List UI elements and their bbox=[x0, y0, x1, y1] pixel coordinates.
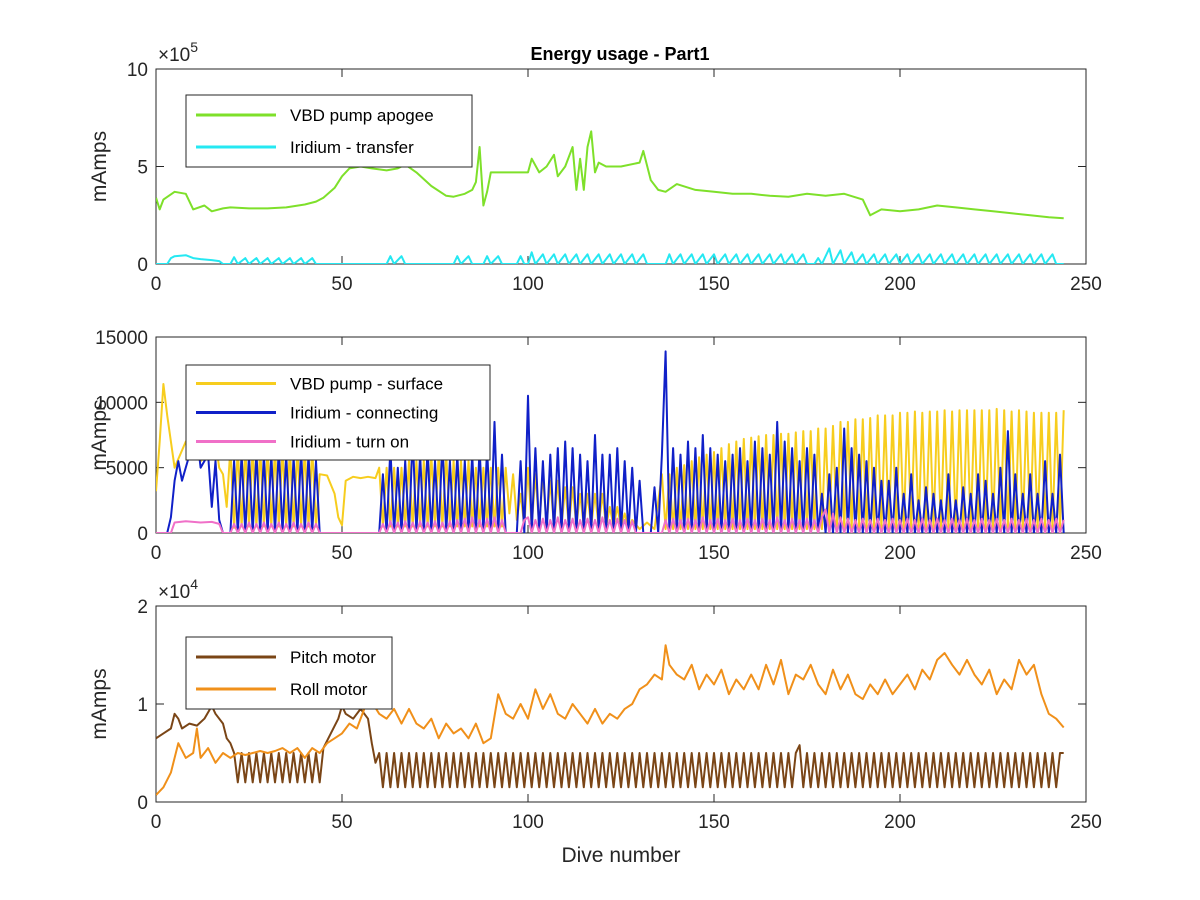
x-tick-label: 100 bbox=[512, 543, 544, 564]
x-tick-label: 0 bbox=[151, 274, 162, 295]
legend-box bbox=[185, 94, 473, 168]
series-layer bbox=[156, 644, 1065, 796]
legend-box bbox=[185, 636, 393, 710]
y-axis-label: mAmps bbox=[88, 131, 111, 202]
series-line-3 bbox=[156, 508, 1065, 533]
legend: VBD pump - surface Iridium - connecting Ir… bbox=[185, 364, 491, 461]
y-exponent-power: 5 bbox=[190, 39, 198, 55]
legend-entry: VBD pump apogee bbox=[290, 106, 434, 125]
y-exponent-base: ×10 bbox=[158, 582, 190, 603]
y-tick-label: 5 bbox=[137, 158, 148, 179]
x-tick-label: 0 bbox=[151, 812, 162, 833]
y-tick-label: 5000 bbox=[106, 459, 148, 480]
series-layer bbox=[156, 350, 1065, 533]
x-tick-label: 250 bbox=[1070, 543, 1102, 564]
y-tick-label: 0 bbox=[137, 524, 148, 545]
series-layer bbox=[156, 130, 1064, 264]
y-tick-label: 10 bbox=[127, 60, 148, 81]
x-tick-label: 50 bbox=[331, 274, 352, 295]
x-tick-label: 50 bbox=[331, 543, 352, 564]
legend-entry: Iridium - transfer bbox=[290, 138, 414, 157]
y-tick-label: 0 bbox=[137, 793, 148, 814]
subplot-3: 0 50 100 150 200 250 0 1 2 ×104 mAmps Dive number Pi… bbox=[88, 576, 1102, 867]
y-tick-label: 10000 bbox=[95, 393, 148, 414]
series-line-2 bbox=[156, 247, 1064, 264]
series-line-1 bbox=[156, 705, 1064, 789]
x-tick-label: 200 bbox=[884, 812, 916, 833]
legend: Pitch motor Roll motor bbox=[185, 636, 393, 710]
legend-entry: Iridium - turn on bbox=[290, 433, 409, 452]
x-tick-label: 50 bbox=[331, 812, 352, 833]
legend-entry: Pitch motor bbox=[290, 648, 376, 667]
x-tick-label: 0 bbox=[151, 543, 162, 564]
x-tick-label: 250 bbox=[1070, 274, 1102, 295]
series-line-2 bbox=[156, 644, 1065, 796]
x-tick-label: 100 bbox=[512, 274, 544, 295]
y-tick-label: 0 bbox=[137, 255, 148, 276]
series-line-1 bbox=[156, 130, 1064, 220]
legend-entry: Roll motor bbox=[290, 680, 368, 699]
legend: VBD pump apogee Iridium - transfer bbox=[185, 94, 473, 168]
y-axis-label: mAmps bbox=[88, 399, 111, 470]
subplot-2: 0 50 100 150 200 250 0 5000 10000 15000 mAmps VBD p… bbox=[88, 328, 1102, 564]
y-exponent-label: ×105 bbox=[158, 39, 198, 66]
y-exponent-label: ×104 bbox=[158, 576, 198, 603]
x-tick-label: 150 bbox=[698, 812, 730, 833]
x-tick-label: 200 bbox=[884, 274, 916, 295]
x-tick-label: 150 bbox=[698, 543, 730, 564]
legend-entry: VBD pump - surface bbox=[290, 375, 443, 394]
y-tick-label: 1 bbox=[137, 695, 148, 716]
legend-entry: Iridium - connecting bbox=[290, 404, 438, 423]
y-exponent-base: ×10 bbox=[158, 45, 190, 66]
y-exponent-power: 4 bbox=[190, 576, 198, 592]
x-tick-label: 250 bbox=[1070, 812, 1102, 833]
y-tick-label: 15000 bbox=[95, 328, 148, 349]
x-tick-label: 200 bbox=[884, 543, 916, 564]
x-tick-label: 150 bbox=[698, 274, 730, 295]
y-axis-label: mAmps bbox=[88, 668, 111, 739]
x-axis-label: Dive number bbox=[561, 844, 680, 867]
x-tick-label: 100 bbox=[512, 812, 544, 833]
figure-title: Energy usage - Part1 bbox=[530, 44, 709, 64]
series-line-2 bbox=[156, 350, 1065, 533]
series-line-1 bbox=[156, 383, 1065, 531]
y-tick-label: 2 bbox=[137, 597, 148, 618]
